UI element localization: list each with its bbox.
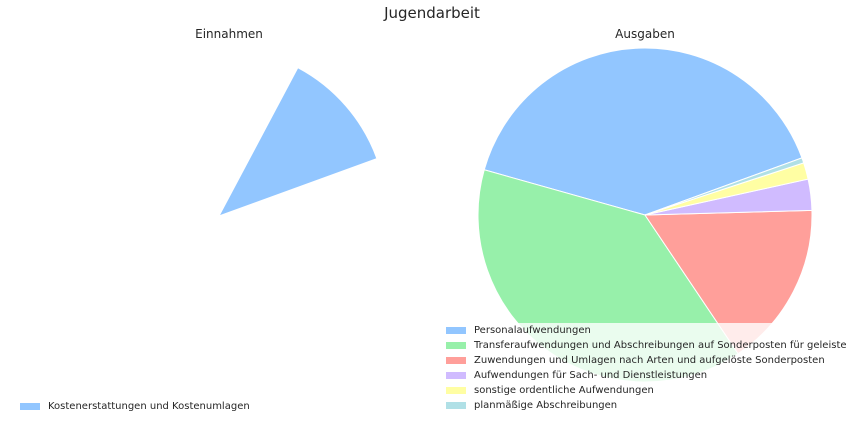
ausgaben-slice-1 <box>483 47 803 216</box>
legend-label: sonstige ordentliche Aufwendungen <box>474 385 654 396</box>
legend-label: planmäßige Abschreibungen <box>474 400 618 411</box>
ausgaben-legend-item: Personalaufwendungen <box>446 323 864 338</box>
legend-swatch <box>446 372 466 379</box>
legend-label: Transferaufwendungen und Abschreibungen … <box>474 340 847 351</box>
einnahmen-legend: Kostenerstattungen und Kostenumlagen <box>20 399 250 414</box>
ausgaben-legend-item: Transferaufwendungen und Abschreibungen … <box>446 338 864 353</box>
einnahmen-title: Einnahmen <box>195 27 263 41</box>
legend-label: Personalaufwendungen <box>474 325 591 336</box>
ausgaben-legend: Personalaufwendungen Transferaufwendungen… <box>446 323 864 413</box>
ausgaben-slice-6 <box>644 157 805 216</box>
legend-swatch <box>446 357 466 364</box>
einnahmen-legend-item: Kostenerstattungen und Kostenumlagen <box>20 399 250 414</box>
einnahmen-slice-kostenerstattungen-und-kostenumlagen <box>217 66 378 217</box>
legend-swatch <box>446 402 466 409</box>
legend-label: Zuwendungen und Umlagen nach Arten und a… <box>474 355 825 366</box>
ausgaben-legend-item: sonstige ordentliche Aufwendungen <box>446 383 864 398</box>
legend-label: Kostenerstattungen und Kostenumlagen <box>48 401 250 412</box>
legend-swatch <box>446 387 466 394</box>
ausgaben-title: Ausgaben <box>615 27 675 41</box>
legend-label: Aufwendungen für Sach- und Dienstleistun… <box>474 370 708 381</box>
legend-swatch <box>446 342 466 349</box>
ausgaben-legend-item: planmäßige Abschreibungen <box>446 398 864 413</box>
ausgaben-legend-item: Zuwendungen und Umlagen nach Arten und a… <box>446 353 864 368</box>
legend-swatch <box>20 403 40 410</box>
ausgaben-legend-item: Aufwendungen für Sach- und Dienstleistun… <box>446 368 864 383</box>
figure-title: Jugendarbeit <box>384 4 480 22</box>
legend-swatch <box>446 327 466 334</box>
